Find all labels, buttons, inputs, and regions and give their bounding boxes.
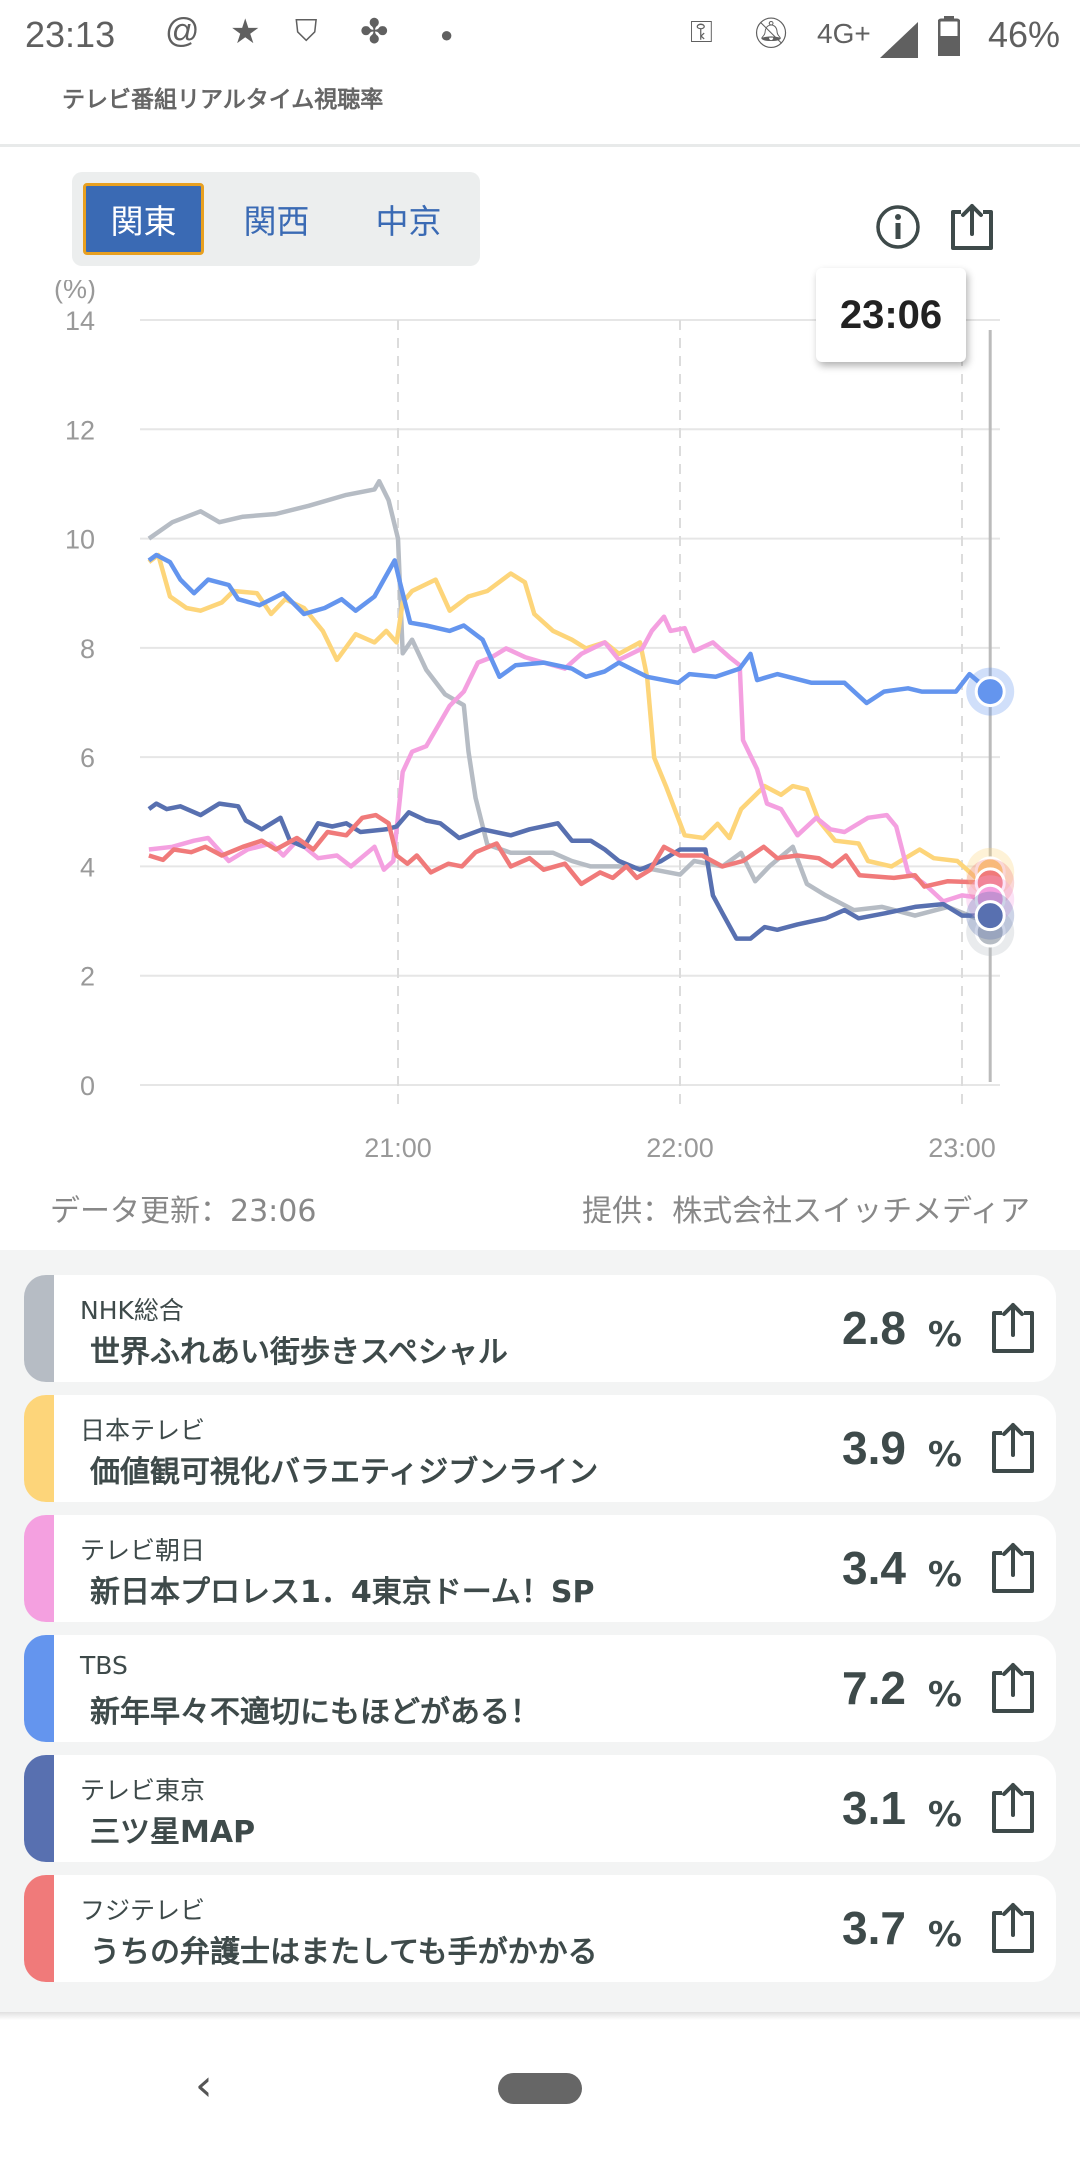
channel-card[interactable]: テレビ朝日 新日本プロレス1．4東京ドーム！SP 3.4 % <box>24 1515 1056 1622</box>
rating-unit: % <box>927 1315 962 1355</box>
rating-value: 3.4 <box>842 1542 906 1594</box>
bell-off-icon: 🔕︎ <box>752 17 791 50</box>
series-line-1 <box>147 552 992 881</box>
share-button[interactable] <box>990 1661 1036 1715</box>
status-bar: 23:13 @ ★ ⛉ ✤ ● ⚿ 🔕︎ 4G+ 46% <box>0 0 1080 75</box>
channel-color-strip <box>24 1275 54 1382</box>
program-title: 新日本プロレス1．4東京ドーム！SP <box>90 1575 595 1610</box>
y-tick-label: 4 <box>80 852 95 882</box>
tab-kansai[interactable]: 関西 <box>243 202 310 241</box>
chart-tooltip: 23:06 <box>816 268 966 362</box>
rating-value: 3.7 <box>842 1902 906 1954</box>
share-button[interactable] <box>990 1901 1036 1955</box>
program-title: 三ツ星MAP <box>90 1815 256 1850</box>
battery-level: 46% <box>987 14 1060 55</box>
fan-icon: ✤ <box>360 13 389 51</box>
rating-unit: % <box>927 1915 962 1955</box>
channel-name: フジテレビ <box>80 1896 206 1925</box>
channel-color-strip <box>24 1635 54 1742</box>
rating-value: 2.8 <box>842 1302 906 1354</box>
tab-kanto[interactable]: 関東 <box>83 183 204 255</box>
rating-unit: % <box>927 1675 962 1715</box>
share-button[interactable] <box>990 1421 1036 1475</box>
tab-chukyo[interactable]: 中京 <box>375 202 442 241</box>
share-icon <box>992 1663 1034 1713</box>
share-icon <box>992 1903 1034 1953</box>
channel-name: TBS <box>80 1651 128 1680</box>
x-tick-label: 21:00 <box>364 1133 432 1163</box>
series-line-3 <box>147 552 992 706</box>
channel-card[interactable]: NHK総合 世界ふれあい街歩きスペシャル 2.8 % <box>24 1275 1056 1382</box>
x-tick-label: 23:00 <box>928 1133 996 1163</box>
series-line-0 <box>147 478 992 934</box>
channel-card[interactable]: 日本テレビ 価値観可視化バラエティジブンライン 3.9 % <box>24 1395 1056 1502</box>
rating-value: 3.1 <box>842 1782 906 1834</box>
status-time: 23:13 <box>25 14 116 55</box>
home-button[interactable] <box>498 2073 582 2104</box>
shield-icon: ⛉ <box>295 15 318 48</box>
share-icon <box>992 1423 1034 1473</box>
share-icon <box>992 1783 1034 1833</box>
share-button[interactable] <box>990 1541 1036 1595</box>
channel-color-strip <box>24 1755 54 1862</box>
rating-value: 3.9 <box>842 1422 906 1474</box>
channel-card[interactable]: テレビ東京 三ツ星MAP 3.1 % <box>24 1755 1056 1862</box>
y-tick-label: 0 <box>80 1071 95 1101</box>
info-icon <box>876 205 920 249</box>
info-button[interactable] <box>872 200 924 254</box>
data-updated-label: データ更新：23:06 <box>50 1194 317 1229</box>
x-tick-label: 22:00 <box>646 1133 714 1163</box>
back-button[interactable]: ‹ <box>195 2060 213 2111</box>
series-end-marker <box>974 676 1006 708</box>
region-tabs: 関東 関西 中京 <box>72 172 480 266</box>
channel-color-strip <box>24 1515 54 1622</box>
rating-unit: % <box>927 1435 962 1475</box>
channel-card[interactable]: TBS 新年早々不適切にもほどがある！ 7.2 % <box>24 1635 1056 1742</box>
nav-divider <box>0 2012 1080 2020</box>
program-title: うちの弁護士はまたしても手がかかる <box>90 1935 598 1970</box>
dot-icon: ● <box>440 22 454 47</box>
program-title: 新年早々不適切にもほどがある！ <box>90 1695 540 1730</box>
channel-color-strip <box>24 1875 54 1982</box>
y-tick-label: 12 <box>65 415 95 445</box>
channel-name: テレビ東京 <box>80 1776 206 1805</box>
series-end-marker <box>974 900 1006 932</box>
channel-color-strip <box>24 1395 54 1502</box>
star-icon: ★ <box>230 13 261 51</box>
y-tick-label: 2 <box>80 962 95 992</box>
signal-icon <box>880 22 918 58</box>
data-provider-label: 提供：株式会社スイッチメディア <box>582 1194 1030 1229</box>
y-tick-label: 10 <box>65 525 95 555</box>
share-chart-button[interactable] <box>946 200 998 254</box>
network-type: 4G+ <box>817 18 871 49</box>
channel-name: NHK総合 <box>80 1296 184 1325</box>
rating-unit: % <box>927 1555 962 1595</box>
channel-name: 日本テレビ <box>80 1416 206 1445</box>
threads-icon: @ <box>165 12 200 50</box>
channel-name: テレビ朝日 <box>80 1536 206 1565</box>
y-tick-label: 6 <box>80 743 95 773</box>
share-button[interactable] <box>990 1301 1036 1355</box>
y-tick-label: 8 <box>80 634 95 664</box>
rating-unit: % <box>927 1795 962 1835</box>
series-line-5 <box>148 812 991 889</box>
share-icon <box>951 204 993 250</box>
series-line-2 <box>148 614 991 904</box>
rating-value: 7.2 <box>842 1662 906 1714</box>
share-button[interactable] <box>990 1781 1036 1835</box>
share-icon <box>992 1303 1034 1353</box>
y-axis-unit-label: (%) <box>54 280 96 304</box>
page-subtitle: テレビ番組リアルタイム視聴率 <box>62 87 384 113</box>
channel-card[interactable]: フジテレビ うちの弁護士はまたしても手がかかる 3.7 % <box>24 1875 1056 1982</box>
y-tick-label: 14 <box>65 306 95 336</box>
battery-icon <box>938 16 960 56</box>
ratings-line-chart[interactable]: (%) 0 2 4 6 8 10 12 14 21:00 22:00 23:00 <box>0 280 1080 1180</box>
key-icon: ⚿ <box>690 16 713 49</box>
series-line-4 <box>147 801 991 941</box>
program-title: 世界ふれあい街歩きスペシャル <box>90 1335 508 1370</box>
program-title: 価値観可視化バラエティジブンライン <box>90 1455 599 1490</box>
share-icon <box>992 1543 1034 1593</box>
divider <box>0 144 1080 147</box>
